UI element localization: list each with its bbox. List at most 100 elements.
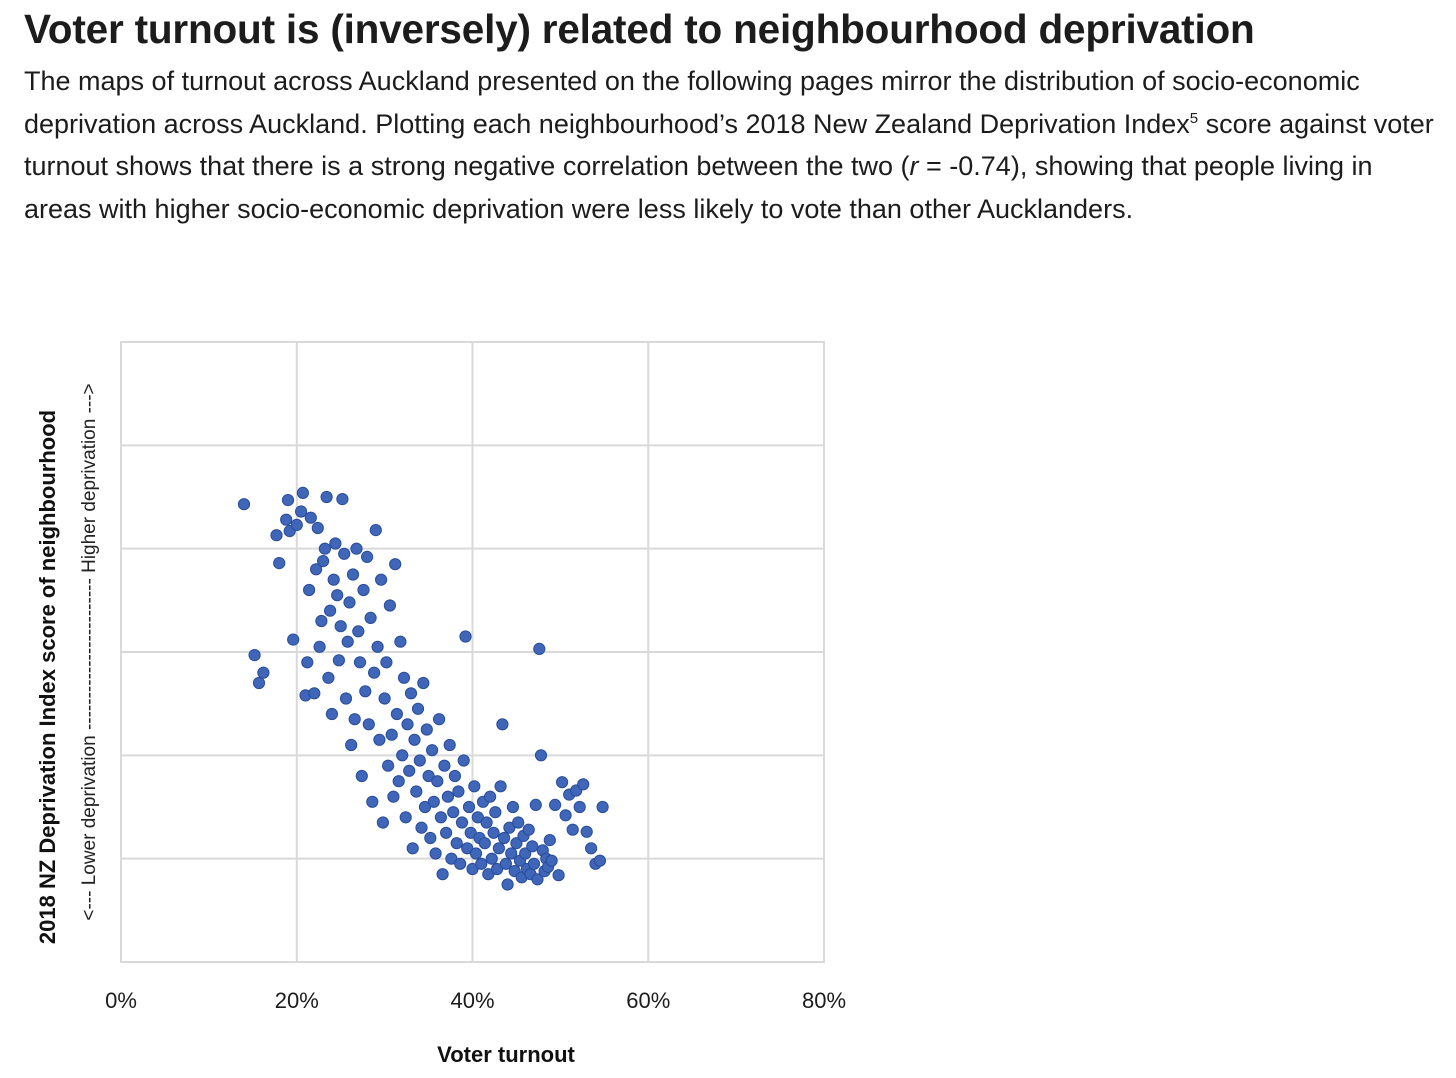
data-point-161 <box>577 778 590 791</box>
data-point-137 <box>519 847 532 860</box>
data-point-22 <box>317 555 330 568</box>
data-point-69 <box>399 811 412 824</box>
data-point-126 <box>499 857 512 870</box>
y-axis-title: 2018 NZ Deprivation Index score of neigh… <box>35 410 60 944</box>
data-point-52 <box>369 524 382 537</box>
data-point-116 <box>482 868 495 881</box>
data-point-166 <box>596 800 609 814</box>
data-point-144 <box>531 873 544 886</box>
data-point-102 <box>457 754 470 767</box>
data-point-101 <box>455 816 469 829</box>
data-point-10 <box>290 518 303 532</box>
data-point-107 <box>466 862 479 876</box>
y-axis-subtitle-group: <--- Lower deprivation -----------------… <box>79 383 100 920</box>
data-point-78 <box>415 821 428 834</box>
data-point-99 <box>452 785 465 798</box>
data-point-0 <box>237 498 251 511</box>
x-tick-label-2: 40% <box>450 988 494 1013</box>
data-point-73 <box>406 842 419 855</box>
x-tick-label-4: 80% <box>802 988 846 1013</box>
data-point-65 <box>392 775 405 788</box>
data-point-47 <box>361 550 374 564</box>
data-point-129 <box>505 847 518 860</box>
data-point-86 <box>429 847 442 860</box>
data-point-45 <box>357 583 370 597</box>
intro-part-3: = -0.74), showing that people living in … <box>24 151 1373 224</box>
data-point-35 <box>339 692 353 705</box>
data-point-74 <box>408 733 421 746</box>
data-point-27 <box>325 707 338 721</box>
data-point-70 <box>401 718 414 731</box>
data-point-42 <box>352 625 365 638</box>
data-point-17 <box>308 687 321 700</box>
data-point-55 <box>375 573 388 586</box>
data-point-151 <box>543 834 556 847</box>
data-point-56 <box>376 816 389 829</box>
data-point-71 <box>403 764 416 777</box>
data-point-141 <box>526 840 539 853</box>
data-point-53 <box>371 640 384 653</box>
data-point-33 <box>336 493 349 506</box>
data-point-34 <box>338 547 351 560</box>
data-point-87 <box>431 775 444 788</box>
data-point-110 <box>471 811 484 824</box>
data-point-77 <box>413 754 426 767</box>
data-point-59 <box>382 759 395 772</box>
data-point-23 <box>318 542 331 555</box>
data-point-9 <box>287 633 300 646</box>
data-point-142 <box>527 857 541 870</box>
data-point-152 <box>545 854 558 867</box>
x-tick-label-3: 60% <box>626 988 670 1013</box>
data-point-50 <box>366 795 379 808</box>
data-point-109 <box>469 847 483 860</box>
data-point-123 <box>494 780 507 793</box>
data-point-21 <box>315 614 328 628</box>
data-point-122 <box>492 842 505 855</box>
data-point-24 <box>320 490 333 504</box>
data-point-49 <box>364 611 377 625</box>
data-point-58 <box>380 656 393 669</box>
data-point-20 <box>313 640 326 653</box>
data-point-89 <box>434 811 447 824</box>
data-point-165 <box>593 854 607 867</box>
data-point-6 <box>280 513 293 526</box>
footnote-marker[interactable]: 5 <box>1189 109 1199 127</box>
data-point-92 <box>440 826 453 839</box>
data-point-11 <box>295 505 308 518</box>
y-axis-title-group: 2018 NZ Deprivation Index score of neigh… <box>35 410 60 944</box>
data-point-16 <box>304 511 317 524</box>
data-point-156 <box>559 809 572 822</box>
data-point-119 <box>487 826 500 839</box>
data-point-84 <box>426 744 439 757</box>
data-point-91 <box>438 759 451 772</box>
data-point-39 <box>346 568 360 581</box>
data-point-105 <box>462 800 476 814</box>
data-point-26 <box>324 604 337 617</box>
data-point-48 <box>362 718 375 731</box>
x-tick-labels: 0% 20% 40% 60% 80% <box>105 988 846 1013</box>
data-point-79 <box>417 676 430 690</box>
data-point-160 <box>573 800 586 814</box>
data-point-106 <box>464 826 477 839</box>
data-point-88 <box>433 713 446 726</box>
data-point-90 <box>436 868 449 881</box>
data-point-18 <box>310 563 323 576</box>
data-point-94 <box>443 738 456 752</box>
data-point-54 <box>373 733 386 746</box>
data-point-124 <box>496 718 509 731</box>
data-point-31 <box>332 654 345 667</box>
data-point-163 <box>585 842 598 855</box>
data-point-125 <box>498 831 511 845</box>
data-point-32 <box>334 620 347 633</box>
data-point-83 <box>424 831 437 845</box>
data-point-36 <box>341 635 354 648</box>
data-point-2 <box>257 666 270 679</box>
data-point-75 <box>410 785 423 798</box>
data-point-43 <box>353 656 367 669</box>
data-point-155 <box>556 776 569 789</box>
data-point-64 <box>390 707 403 721</box>
data-point-112 <box>475 857 488 870</box>
data-point-143 <box>529 798 542 812</box>
page-title: Voter turnout is (inversely) related to … <box>24 6 1255 52</box>
data-point-153 <box>549 798 562 812</box>
